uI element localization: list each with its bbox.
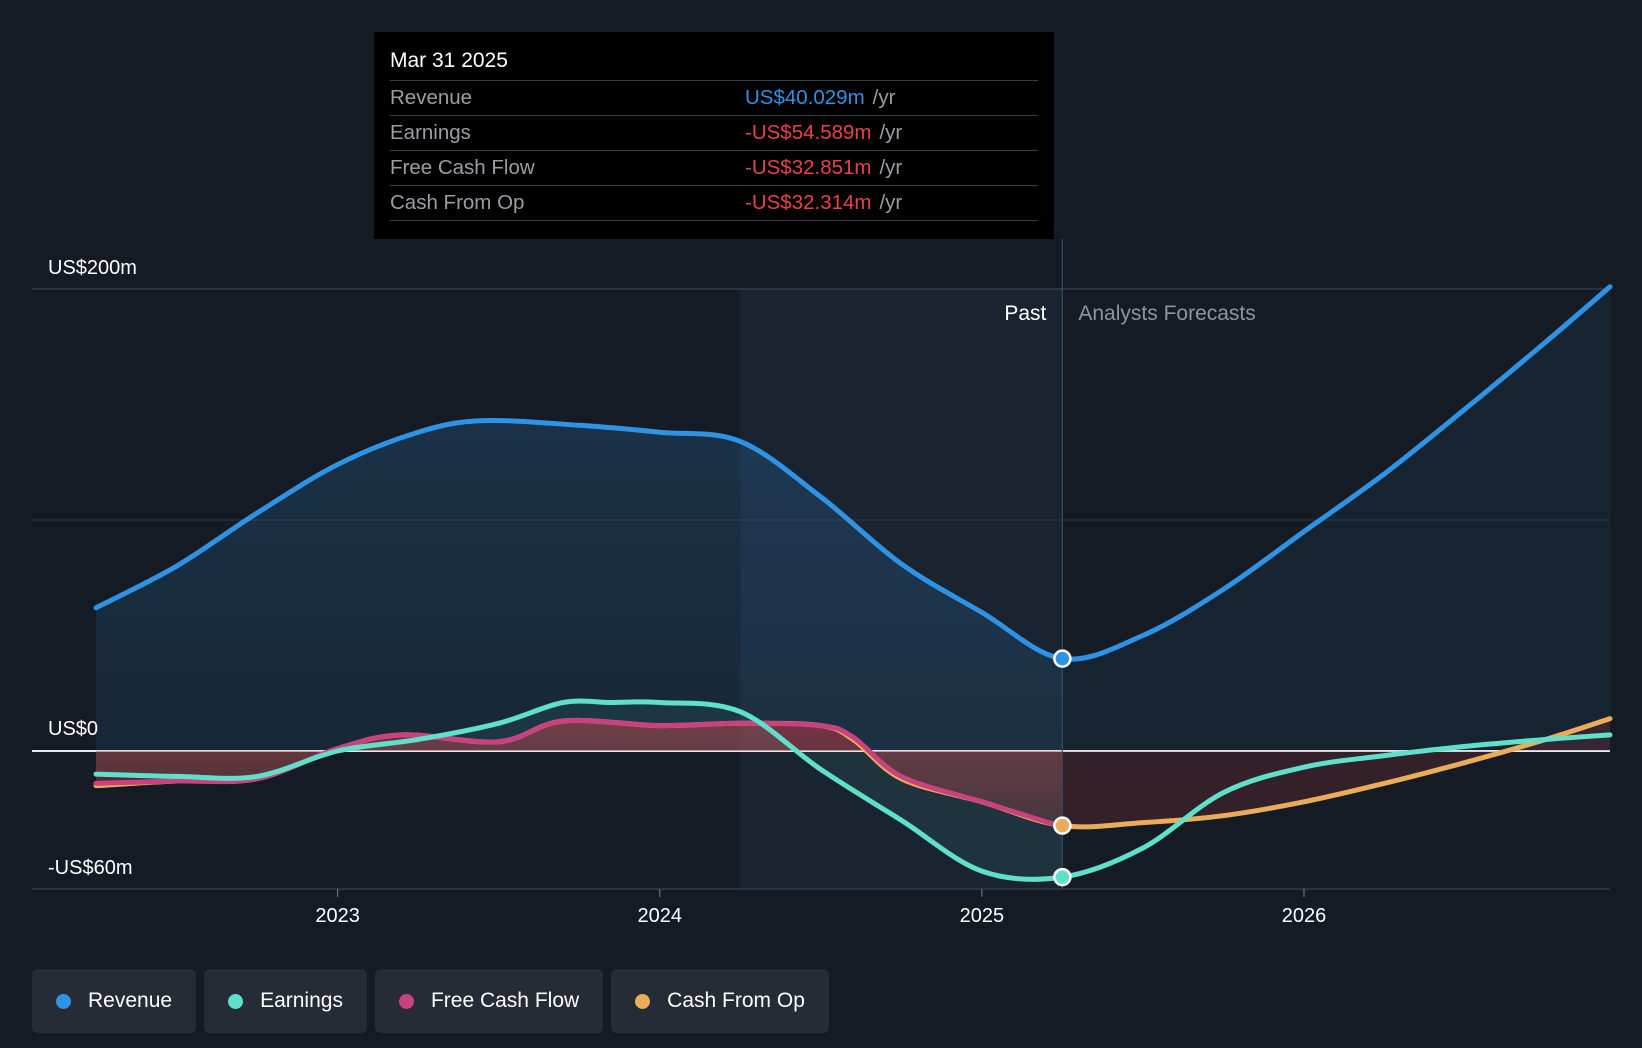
legend-dot-icon bbox=[635, 993, 651, 1009]
legend-dot-icon bbox=[56, 993, 71, 1009]
legend: Revenue Earnings Free Cash Flow Cash Fro… bbox=[32, 969, 829, 1033]
tooltip: Mar 31 2025 Revenue US$40.029m /yr Earni… bbox=[374, 32, 1054, 239]
tooltip-value: -US$54.589m bbox=[745, 121, 872, 144]
tooltip-row-revenue: Revenue US$40.029m /yr bbox=[390, 80, 1038, 115]
tooltip-row-free-cash-flow: Free Cash Flow -US$32.851m /yr bbox=[390, 150, 1038, 185]
series-markers bbox=[1053, 649, 1072, 887]
revenue-line bbox=[93, 284, 1613, 662]
tooltip-date: Mar 31 2025 bbox=[390, 49, 508, 72]
tooltip-label: Free Cash Flow bbox=[390, 156, 535, 179]
tooltip-value: -US$32.314m bbox=[745, 191, 872, 214]
tooltip-row-earnings: Earnings -US$54.589m /yr bbox=[390, 115, 1038, 150]
earnings-line bbox=[93, 698, 1613, 882]
legend-label: Cash From Op bbox=[667, 989, 805, 1012]
series-lines bbox=[93, 284, 1613, 882]
legend-dot-icon bbox=[228, 993, 244, 1009]
tooltip-label: Revenue bbox=[390, 86, 473, 109]
legend-label: Revenue bbox=[88, 989, 173, 1012]
earnings-marker[interactable] bbox=[1053, 867, 1072, 887]
x-tick-label: 2025 bbox=[960, 905, 1005, 927]
legend-item-earnings[interactable]: Earnings bbox=[204, 969, 367, 1033]
tooltip-unit: /yr bbox=[879, 121, 903, 144]
x-tick-label: 2026 bbox=[1282, 905, 1327, 927]
cash-from-op-area-forecast bbox=[1062, 718, 1610, 827]
forecast-label: Analysts Forecasts bbox=[1078, 302, 1255, 325]
x-axis-ticks: 2023 2024 2025 2026 bbox=[315, 889, 1326, 927]
legend-label: Free Cash Flow bbox=[430, 989, 580, 1012]
tooltip-unit: /yr bbox=[872, 86, 896, 109]
tooltip-unit: /yr bbox=[879, 156, 903, 179]
y-axis-label-bottom: -US$60m bbox=[48, 857, 132, 879]
x-tick-label: 2024 bbox=[637, 905, 682, 927]
tooltip-value: US$40.029m bbox=[745, 86, 865, 109]
tooltip-label: Cash From Op bbox=[390, 191, 525, 214]
tooltip-row-cash-from-op: Cash From Op -US$32.314m /yr bbox=[390, 185, 1038, 221]
legend-item-cash-from-op[interactable]: Cash From Op bbox=[611, 969, 829, 1033]
cash-from-op-area-past bbox=[96, 720, 1063, 826]
revenue-area-past bbox=[96, 420, 1063, 751]
y-axis-label-zero: US$0 bbox=[48, 718, 98, 740]
tooltip-unit: /yr bbox=[879, 191, 903, 214]
legend-item-revenue[interactable]: Revenue bbox=[32, 969, 197, 1033]
legend-label: Earnings bbox=[260, 989, 343, 1012]
x-tick-label: 2023 bbox=[315, 905, 360, 927]
revenue-marker[interactable] bbox=[1053, 649, 1072, 668]
cash-from-op-marker[interactable] bbox=[1053, 816, 1072, 835]
tooltip-value: -US$32.851m bbox=[745, 156, 872, 179]
legend-dot-icon bbox=[398, 993, 414, 1009]
legend-item-free-cash-flow[interactable]: Free Cash Flow bbox=[374, 969, 604, 1033]
tooltip-label: Earnings bbox=[390, 121, 471, 144]
axis-labels: US$200m US$0 -US$60m Past Analysts Forec… bbox=[48, 257, 1256, 879]
past-label: Past bbox=[1004, 302, 1046, 325]
y-axis-label-top: US$200m bbox=[48, 257, 137, 279]
